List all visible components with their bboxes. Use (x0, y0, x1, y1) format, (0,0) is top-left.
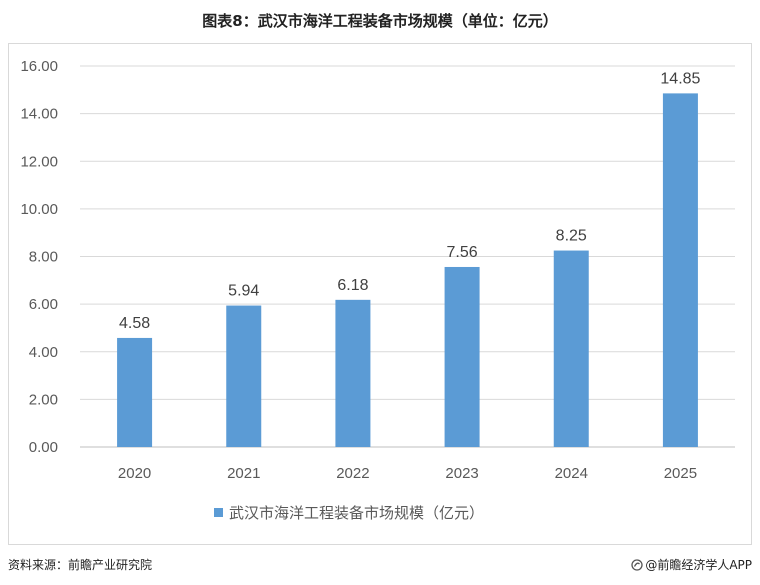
x-tick-label: 2020 (118, 465, 151, 482)
bar-2023 (444, 266, 480, 447)
bar-2021 (226, 305, 262, 447)
x-tick-label: 2025 (664, 465, 697, 482)
bar-2024 (553, 250, 589, 447)
credit-text: @前瞻经济学人APP (645, 558, 752, 572)
data-label-2021: 5.94 (228, 283, 259, 300)
data-label-2024: 8.25 (556, 228, 587, 245)
data-label-2023: 7.56 (447, 244, 478, 261)
y-axis-ticks: 0.00 2.00 4.00 6.00 8.00 10.00 12.00 14.00 16.00 (20, 58, 58, 456)
chart-title: 图表8：武汉市海洋工程装备市场规模（单位：亿元） (202, 12, 558, 30)
y-tick-label: 16.00 (20, 58, 58, 75)
bar-2022 (335, 299, 371, 447)
y-tick-label: 12.00 (20, 153, 58, 170)
data-label-2020: 4.58 (119, 315, 150, 332)
legend-swatch (214, 508, 223, 517)
x-tick-label: 2024 (555, 465, 588, 482)
credit-line: @前瞻经济学人APP (631, 556, 752, 573)
source-note: 资料来源：前瞻产业研究院 (8, 558, 153, 572)
y-tick-label: 14.00 (20, 106, 58, 123)
data-label-2022: 6.18 (337, 277, 368, 294)
bars (117, 93, 698, 448)
bar-2025 (662, 93, 698, 448)
y-tick-label: 8.00 (29, 249, 58, 266)
qianzhan-logo-icon (631, 559, 643, 571)
legend: 武汉市海洋工程装备市场规模（亿元） (214, 504, 484, 522)
y-tick-label: 2.00 (29, 391, 58, 408)
bar-2020 (117, 337, 153, 447)
legend-label: 武汉市海洋工程装备市场规模（亿元） (229, 504, 484, 522)
x-tick-label: 2023 (445, 465, 478, 482)
data-label-2025: 14.85 (660, 70, 700, 87)
gridlines (80, 65, 735, 448)
x-tick-label: 2022 (336, 465, 369, 482)
data-labels: 4.58 5.94 6.18 7.56 8.25 14.85 (119, 70, 701, 332)
y-tick-label: 10.00 (20, 201, 58, 218)
x-axis-ticks: 2020 2021 2022 2023 2024 2025 (118, 465, 697, 482)
chart-frame (8, 43, 752, 545)
y-tick-label: 4.00 (29, 344, 58, 361)
x-tick-label: 2021 (227, 465, 260, 482)
y-tick-label: 6.00 (29, 296, 58, 313)
y-tick-label: 0.00 (29, 439, 58, 456)
